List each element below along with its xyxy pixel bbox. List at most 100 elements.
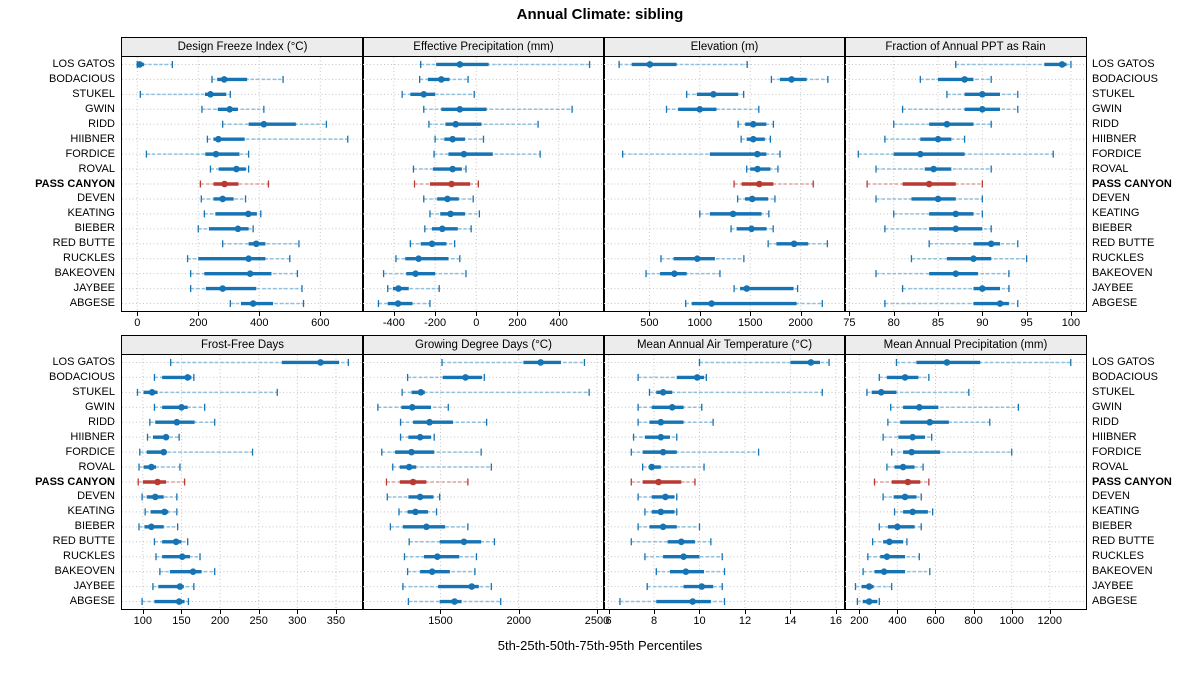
panel-strip-title: Growing Degree Days (°C) — [415, 339, 552, 351]
panel-plot — [363, 355, 604, 609]
axis-tick — [259, 311, 261, 316]
station-label-left: JAYBEE — [73, 282, 115, 295]
median-dot — [162, 433, 170, 441]
axis-tick — [258, 609, 260, 614]
station-label-left: BIEBER — [74, 222, 115, 235]
station-label-right: LOS GATOS — [1092, 356, 1155, 368]
median-dot — [246, 270, 254, 277]
axis-tick — [800, 311, 802, 316]
station-label-right: JAYBEE — [1092, 580, 1134, 593]
median-dot — [452, 120, 459, 128]
median-dot — [172, 538, 180, 546]
median-dot — [220, 76, 228, 83]
median-dot — [408, 403, 416, 411]
panel-plot — [122, 57, 363, 311]
axis-tick-label: 16 — [829, 615, 843, 627]
median-dot — [173, 418, 181, 426]
axis-tick — [393, 311, 395, 316]
median-dot — [178, 553, 186, 561]
axis-tick — [744, 609, 746, 614]
median-dot — [979, 285, 986, 292]
median-dot — [880, 568, 888, 575]
median-dot — [178, 403, 185, 411]
median-dot — [148, 389, 156, 396]
median-dot — [219, 195, 226, 203]
station-label-right: RUCKLES — [1092, 252, 1144, 265]
median-dot — [930, 165, 937, 173]
median-dot — [456, 105, 464, 113]
station-label-right: PASS CANYON — [1092, 177, 1172, 190]
median-dot — [537, 359, 544, 366]
axis-tick — [750, 311, 752, 316]
station-label-right: FORDICE — [1092, 445, 1142, 458]
axis-tick-label: 1500 — [737, 317, 763, 329]
station-label-right: BIEBER — [1092, 520, 1133, 533]
station-label-left: BIEBER — [74, 520, 115, 533]
station-label-left: BODACIOUS — [48, 72, 115, 85]
median-dot — [207, 91, 214, 98]
panel-separator — [844, 38, 846, 56]
median-dot — [416, 493, 424, 501]
axis-tick-label: -400 — [382, 317, 405, 329]
median-dot — [657, 508, 665, 516]
station-label-right: FORDICE — [1092, 147, 1142, 160]
median-dot — [865, 598, 873, 605]
axis-tick-label: 2000 — [506, 615, 531, 627]
station-label-left: HIIBNER — [70, 430, 115, 443]
median-dot — [693, 255, 701, 263]
station-label-right: RED BUTTE — [1092, 535, 1155, 548]
median-dot — [449, 135, 456, 143]
median-dot — [754, 165, 761, 173]
median-dot — [943, 120, 951, 128]
station-label-right: ROVAL — [1092, 460, 1129, 473]
median-dot — [417, 389, 425, 396]
axis-tick — [320, 311, 322, 316]
panel-strip-band: Frost-Free Days Growing Degree Days (°C) M… — [121, 335, 1087, 355]
panel-strip-title: Mean Annual Precipitation (mm) — [883, 339, 1048, 351]
median-dot — [749, 135, 757, 143]
station-label-left: BODACIOUS — [48, 370, 115, 383]
median-dot — [883, 553, 891, 561]
axis-tick-label: 600 — [926, 615, 945, 627]
median-dot — [659, 523, 667, 531]
axis-tick-label: 2000 — [788, 317, 813, 329]
station-label-right: HIIBNER — [1092, 430, 1137, 443]
axis-tick-label: 80 — [887, 317, 900, 329]
median-dot — [943, 359, 951, 366]
panel-strip-title: Fraction of Annual PPT as Rain — [885, 41, 1046, 53]
station-label-left: JAYBEE — [73, 580, 115, 593]
median-dot — [426, 418, 433, 426]
median-dot — [916, 403, 923, 411]
median-dot — [952, 210, 960, 218]
axis-tick-label: 1500 — [428, 615, 453, 627]
axis-tick — [181, 609, 183, 614]
median-dot — [215, 135, 222, 143]
median-dot — [154, 478, 161, 486]
median-dot — [698, 583, 706, 590]
axis-tick-label: 200 — [508, 317, 527, 329]
station-label-left: GWIN — [85, 400, 115, 413]
median-dot — [909, 508, 916, 516]
median-dot — [743, 285, 750, 292]
median-dot — [415, 255, 422, 263]
median-dot — [657, 433, 665, 441]
panel-separator — [844, 336, 846, 354]
panel-strip-band: Design Freeze Index (°C) Effective Precip… — [121, 37, 1087, 57]
axis-tick-label: 6 — [605, 615, 612, 627]
median-dot — [901, 493, 909, 501]
median-dot — [456, 61, 464, 68]
median-dot — [148, 463, 155, 471]
station-label-left: LOS GATOS — [52, 356, 115, 368]
panel-body-band — [121, 354, 1087, 610]
median-dot — [807, 359, 815, 366]
median-dot — [934, 135, 942, 143]
axis-tick-label: 600 — [311, 317, 330, 329]
median-dot — [952, 270, 960, 277]
axis-tick — [935, 609, 937, 614]
median-dot — [219, 285, 226, 292]
axis-tick-label: 250 — [249, 615, 268, 627]
station-label-right: BAKEOVEN — [1092, 565, 1153, 578]
median-dot — [136, 61, 143, 68]
axis-tick — [558, 311, 560, 316]
